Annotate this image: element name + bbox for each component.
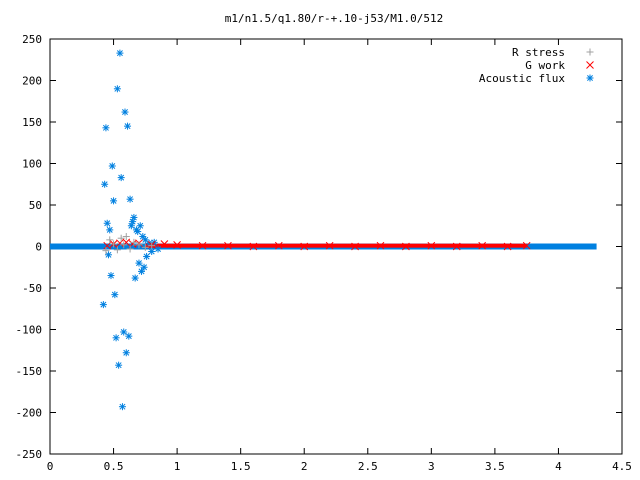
g-work-point [198, 241, 207, 250]
r-stress-point [141, 243, 149, 251]
r-stress-point [102, 247, 110, 255]
acoustic-flux-point [138, 267, 146, 275]
acoustic-flux-point [116, 49, 124, 57]
x-tick-label: 1.5 [231, 460, 251, 473]
acoustic-flux-point [113, 85, 121, 93]
r-stress-point [122, 233, 130, 241]
r-stress-point [135, 241, 143, 249]
y-tick-label: 0 [35, 241, 42, 254]
g-work-point [249, 242, 258, 251]
x-tick-label: 3 [428, 460, 435, 473]
acoustic-flux-point [126, 195, 134, 203]
g-work-point [351, 242, 359, 251]
y-tick-label: 50 [29, 199, 42, 212]
acoustic-flux-point [110, 197, 118, 205]
acoustic-flux-point [111, 291, 119, 299]
legend-marker-g-work [586, 61, 594, 69]
acoustic-flux-point [102, 124, 110, 132]
x-tick-label: 0.5 [104, 460, 124, 473]
g-work-band [145, 243, 527, 248]
acoustic-flux-point [134, 228, 142, 236]
chart-title: m1/n1.5/q1.80/r-+.10-j53/M1.0/512 [225, 12, 444, 25]
g-work-point [173, 240, 181, 249]
g-work-point [478, 241, 487, 250]
acoustic-flux-point [125, 332, 133, 340]
x-tick-label: 4 [555, 460, 562, 473]
acoustic-flux-point [107, 272, 115, 280]
x-tick-label: 4.5 [612, 460, 632, 473]
r-stress-point [130, 238, 138, 246]
legend-label-acoustic-flux: Acoustic flux [479, 72, 565, 85]
y-tick-label: -50 [22, 282, 42, 295]
g-work-point [160, 240, 169, 248]
legend-label-r-stress: R stress [512, 46, 565, 59]
x-tick-label: 2.5 [358, 460, 378, 473]
acoustic-flux-point [118, 403, 126, 411]
g-work-point [402, 242, 410, 251]
y-tick-label: 200 [22, 75, 42, 88]
acoustic-flux-point [131, 274, 139, 282]
y-tick-label: -250 [16, 448, 43, 461]
acoustic-flux-point [140, 263, 148, 271]
g-work-point [116, 239, 124, 248]
r-stress-point [126, 245, 134, 253]
acoustic-flux-point [103, 219, 111, 227]
y-tick-label: -100 [16, 324, 43, 337]
r-stress-point [120, 241, 128, 249]
g-work-point [376, 241, 385, 250]
legend-marker-r-stress [586, 48, 594, 56]
acoustic-flux-point [106, 226, 114, 234]
g-work-point [522, 241, 531, 250]
acoustic-flux-point [108, 162, 116, 170]
data-marks [50, 49, 597, 411]
x-tick-label: 2 [301, 460, 308, 473]
g-work-point [325, 241, 334, 250]
y-tick-label: -150 [16, 365, 43, 378]
acoustic-flux-point [104, 251, 112, 259]
acoustic-flux-point [117, 174, 125, 182]
acoustic-flux-point [112, 334, 120, 342]
x-tick-label: 1 [174, 460, 181, 473]
acoustic-flux-point [136, 222, 144, 230]
acoustic-flux-point [99, 301, 107, 309]
x-tick-label: 0 [47, 460, 54, 473]
acoustic-flux-point [122, 349, 130, 357]
x-tick-label: 3.5 [485, 460, 505, 473]
acoustic-flux-point [154, 245, 162, 253]
g-work-point [503, 242, 512, 251]
g-work-point [274, 241, 283, 250]
acoustic-flux-point [115, 361, 123, 369]
y-tick-label: 100 [22, 158, 42, 171]
acoustic-flux-point [143, 252, 151, 260]
acoustic-flux-point [121, 108, 129, 116]
acoustic-flux-point [120, 328, 128, 336]
axes: 0 0.5 1 1.5 2 2.5 3 3.5 4 4.5 -250 -200 -150 -100 -50 0… [16, 33, 632, 473]
r-stress-point [113, 246, 121, 254]
g-work-point [300, 242, 309, 251]
y-tick-label: 250 [22, 33, 42, 46]
g-work-point [224, 241, 232, 250]
legend-marker-acoustic-flux [586, 74, 594, 82]
g-work-point [452, 242, 461, 251]
y-tick-label: 150 [22, 116, 42, 129]
r-stress-point [110, 240, 118, 248]
r-stress-point [148, 242, 156, 250]
acoustic-flux-point [135, 259, 143, 267]
r-stress-point [117, 234, 125, 242]
acoustic-flux-point [130, 213, 138, 221]
g-work-point [427, 241, 436, 250]
r-stress-point [106, 236, 114, 244]
acoustic-flux-point [101, 180, 109, 188]
y-tick-label: -200 [16, 407, 43, 420]
legend-label-g-work: G work [525, 59, 565, 72]
acoustic-flux-point [124, 122, 132, 130]
